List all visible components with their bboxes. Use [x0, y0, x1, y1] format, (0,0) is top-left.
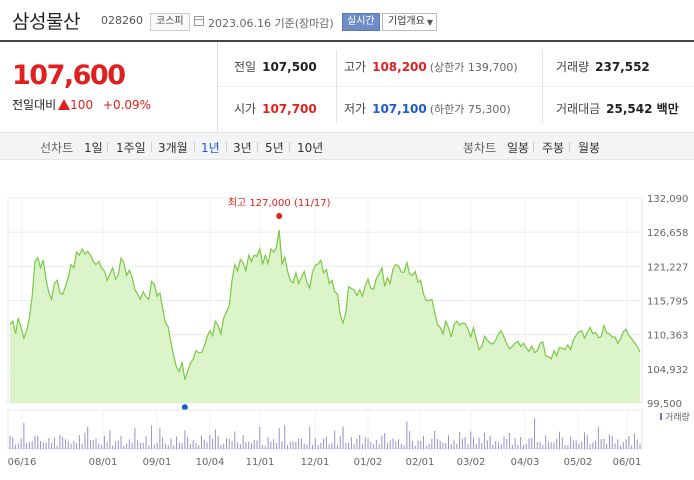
- low-label: 저가: [344, 102, 367, 116]
- volume-legend: 거래량: [665, 411, 690, 423]
- tab-separator: [569, 142, 570, 152]
- tab-candle-weekly[interactable]: 주봉: [542, 141, 565, 155]
- x-tick-label: 08/01: [89, 457, 118, 468]
- tab-period-1w[interactable]: 1주일: [116, 141, 146, 155]
- max-point-marker: [276, 213, 283, 220]
- y-tick-label: 99,500: [647, 399, 682, 410]
- tab-separator: [289, 142, 290, 152]
- volume-area: [7, 409, 643, 450]
- change-value: 100: [70, 98, 94, 112]
- divider: [542, 50, 543, 124]
- up-triangle-icon: [58, 99, 71, 110]
- volume-label: 거래량: [556, 60, 590, 74]
- min-point-marker: [181, 404, 188, 411]
- tab-separator: [151, 142, 152, 152]
- stock-code: 028260: [101, 14, 143, 27]
- lower-limit: (하한가 75,300): [429, 103, 511, 116]
- price-line: [9, 229, 641, 380]
- change-percent: +0.09%: [102, 98, 152, 112]
- volume: 거래량 237,552: [556, 58, 650, 75]
- upper-limit: (상한가 139,700): [429, 61, 518, 74]
- low-price: 저가 107,100 (하한가 75,300): [344, 100, 511, 117]
- tab-period-3m[interactable]: 3개월: [158, 141, 188, 155]
- x-tick-label: 01/02: [354, 457, 383, 468]
- amount-label: 거래대금: [556, 102, 601, 116]
- tab-separator: [226, 142, 227, 152]
- current-price-block: 107,600 전일대비 100 +0.09%: [0, 42, 218, 132]
- y-tick-label: 104,932: [647, 365, 688, 376]
- company-info-dropdown[interactable]: 기업개요 ▼: [382, 13, 437, 31]
- low-value: 107,100: [372, 102, 427, 116]
- high-value: 108,200: [372, 60, 427, 74]
- tab-period-10y[interactable]: 10년: [297, 141, 324, 155]
- y-tick-label: 110,363: [647, 331, 688, 342]
- x-tick-label: 09/01: [143, 457, 172, 468]
- stock-name: 삼성물산: [12, 11, 80, 33]
- tab-candle-daily[interactable]: 일봉: [507, 141, 530, 155]
- y-tick-label: 121,227: [647, 262, 688, 273]
- tab-period-5y[interactable]: 5년: [265, 141, 284, 155]
- tab-period-3y[interactable]: 3년: [233, 141, 252, 155]
- x-tick-label: 04/03: [511, 457, 540, 468]
- divider: [336, 50, 337, 124]
- high-price: 고가 108,200 (상한가 139,700): [344, 58, 518, 75]
- prev-close-value: 107,500: [262, 60, 317, 74]
- line-chart-label: 선차트: [40, 141, 74, 155]
- volume-value: 237,552: [595, 60, 650, 74]
- tab-candle-monthly[interactable]: 월봉: [578, 141, 601, 155]
- tab-separator: [107, 142, 108, 152]
- realtime-button[interactable]: 실시간: [342, 13, 380, 31]
- chart-tabs: 선차트 1일 1주일 3개월 1년 3년 5년 10년 봉차트 일봉 주봉 월봉: [0, 132, 694, 160]
- prev-close-label: 전일: [234, 60, 257, 74]
- y-tick-label: 115,795: [647, 297, 688, 308]
- prev-close: 전일 107,500: [234, 58, 317, 75]
- y-tick-label: 126,658: [647, 228, 688, 239]
- volume-legend-swatch: [660, 413, 662, 420]
- x-tick-label: 12/01: [301, 457, 330, 468]
- y-tick-label: 132,090: [647, 194, 688, 205]
- divider: [218, 86, 694, 87]
- open-label: 시가: [234, 102, 257, 116]
- price-area: [10, 230, 640, 403]
- price-change: 전일대비 100 +0.09%: [12, 96, 151, 113]
- price-chart[interactable]: 132,090 126,658 121,227 115,795 110,363 104,9…: [0, 160, 694, 480]
- x-tick-label: 11/01: [246, 457, 275, 468]
- stock-header: 삼성물산 028260 코스피 2023.06.16 기준(장마감) 실시간 기…: [0, 0, 694, 40]
- quote-date: 2023.06.16 기준(장마감): [208, 17, 334, 30]
- amount-value: 25,542 백만: [606, 102, 679, 116]
- chevron-down-icon: ▼: [426, 18, 433, 27]
- x-tick-label: 05/02: [564, 457, 593, 468]
- change-label: 전일대비: [12, 98, 57, 112]
- tab-period-1y[interactable]: 1년: [201, 141, 220, 155]
- candle-chart-label: 봉차트: [463, 141, 497, 155]
- trade-amount: 거래대금 25,542 백만: [556, 100, 679, 117]
- quote-summary: 107,600 전일대비 100 +0.09% 전일 107,500 고가 108,2…: [0, 40, 694, 132]
- tab-separator: [533, 142, 534, 152]
- company-info-label: 기업개요: [388, 16, 425, 27]
- open-price: 시가 107,700: [234, 100, 317, 117]
- x-tick-label: 02/01: [406, 457, 435, 468]
- x-tick-label: 10/04: [196, 457, 225, 468]
- x-tick-label: 03/02: [457, 457, 486, 468]
- high-label: 고가: [344, 60, 367, 74]
- x-tick-label: 06/01: [613, 457, 642, 468]
- x-tick-label: 06/16: [8, 457, 37, 468]
- tab-period-1d[interactable]: 1일: [84, 141, 103, 155]
- open-value: 107,700: [262, 102, 317, 116]
- calendar-icon: [194, 16, 204, 26]
- market-badge: 코스피: [150, 13, 190, 31]
- max-annotation: 최고 127,000 (11/17): [228, 197, 331, 209]
- current-price: 107,600: [12, 60, 126, 91]
- tab-separator: [194, 142, 195, 152]
- tab-separator: [257, 142, 258, 152]
